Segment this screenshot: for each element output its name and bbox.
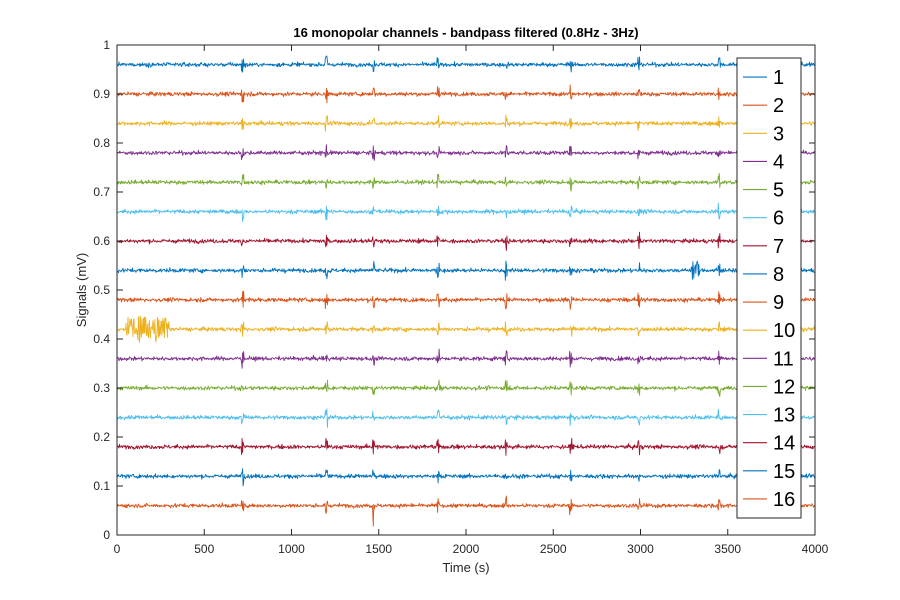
legend-label-15: 15: [773, 461, 795, 483]
y-tick-label: 0.3: [93, 381, 110, 395]
ticks-layer: 0 500 1000 1500 2000 2500 3000 3500 4000 0 0.1 0.2 0…: [93, 38, 828, 556]
series-line-3: [116, 114, 816, 132]
legend-label-11: 11: [773, 348, 794, 370]
x-tick-label: 2500: [540, 542, 567, 556]
x-tick-label: 3500: [714, 542, 741, 556]
y-axis-label: Signals (mV): [74, 253, 89, 327]
x-tick-label: 1500: [365, 542, 392, 556]
legend-box: [736, 57, 802, 519]
legend-label-8: 8: [773, 264, 784, 286]
legend-label-4: 4: [773, 151, 784, 173]
y-tick-label: 1: [103, 38, 110, 52]
x-tick-label: 1000: [278, 542, 305, 556]
y-tick-label: 0.6: [93, 234, 110, 248]
y-tick-label: 0.7: [93, 185, 110, 199]
x-tick-label: 4000: [802, 542, 829, 556]
y-tick-label: 0: [103, 528, 110, 542]
series-line-5: [116, 172, 816, 192]
legend-label-16: 16: [773, 489, 795, 511]
y-tick-label: 0.8: [93, 136, 110, 150]
series-line-8: [116, 260, 816, 281]
y-tick-label: 0.5: [93, 283, 110, 297]
series-line-16: [116, 495, 816, 527]
y-tick-label: 0.9: [93, 87, 110, 101]
series-line-11: [116, 348, 816, 369]
x-tick-label: 0: [114, 542, 121, 556]
series-line-15: [116, 468, 816, 487]
series-line-9: [116, 290, 816, 310]
legend-label-2: 2: [773, 95, 784, 117]
chart-title: 16 monopolar channels - bandpass filtere…: [293, 25, 638, 40]
series-line-13: [116, 408, 816, 428]
series-line-7: [116, 231, 816, 252]
legend-label-14: 14: [773, 433, 795, 455]
series-line-6: [116, 202, 816, 222]
legend-label-5: 5: [773, 180, 784, 202]
y-tick-label: 0.2: [93, 430, 110, 444]
legend-label-12: 12: [773, 376, 795, 398]
y-tick-label: 0.1: [93, 479, 110, 493]
series-line-4: [116, 144, 816, 161]
legend-label-9: 9: [773, 292, 784, 314]
series-line-1: [116, 55, 816, 73]
legend-label-13: 13: [773, 405, 795, 427]
x-axis-label: Time (s): [442, 560, 489, 575]
series-layer: [116, 55, 816, 527]
series-line-10: [116, 315, 816, 344]
y-tick-label: 0.4: [93, 332, 110, 346]
x-tick-label: 2000: [453, 542, 480, 556]
series-line-2: [116, 84, 816, 104]
legend-label-10: 10: [773, 320, 795, 342]
legend-label-6: 6: [773, 208, 784, 230]
legend-label-1: 1: [773, 67, 784, 89]
x-tick-label: 500: [194, 542, 214, 556]
legend-label-3: 3: [773, 123, 784, 145]
series-line-12: [116, 379, 816, 397]
legend-label-7: 7: [773, 236, 784, 258]
x-tick-label: 3000: [627, 542, 654, 556]
plot-area-background: [117, 45, 815, 535]
series-line-14: [116, 437, 816, 456]
